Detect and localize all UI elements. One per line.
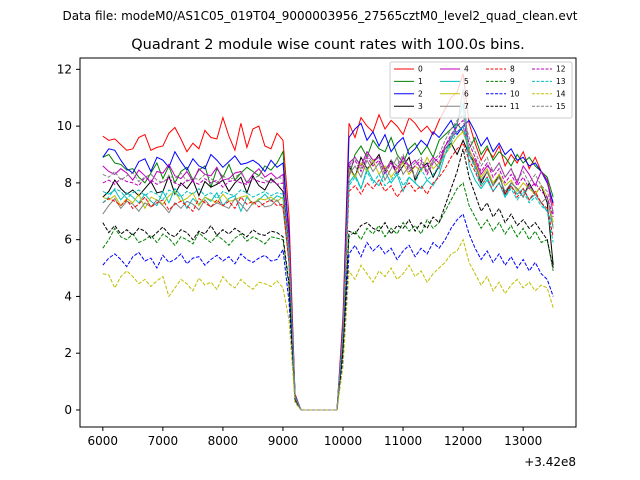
legend-label-7: 7 [464, 102, 469, 111]
x-tick-label: 6000 [88, 434, 119, 448]
y-tick-label: 4 [64, 289, 72, 303]
legend-frame [389, 61, 573, 119]
x-tick-label: 13000 [504, 434, 542, 448]
x-offset-label: +3.42e8 [524, 455, 576, 469]
x-tick-label: 10000 [324, 434, 362, 448]
legend-label-0: 0 [418, 65, 423, 74]
legend-label-4: 4 [464, 65, 469, 74]
y-tick-label: 8 [64, 176, 72, 190]
legend-label-10: 10 [510, 90, 520, 99]
legend-label-11: 11 [510, 102, 520, 111]
x-tick-label: 8000 [208, 434, 239, 448]
chart-title: Quadrant 2 module wise count rates with … [131, 37, 525, 53]
figure-suptitle: Data file: modeM0/AS1C05_019T04_90000039… [62, 9, 577, 23]
y-tick-label: 2 [64, 346, 72, 360]
legend-label-15: 15 [556, 102, 566, 111]
legend-label-3: 3 [418, 102, 423, 111]
series-line-9 [102, 181, 554, 411]
plot-area [80, 58, 576, 427]
axis-ticks: 6000 7000 8000 9000 10000 11000 12000 13000 0 2 4 6… [57, 62, 543, 448]
legend-label-8: 8 [510, 65, 515, 74]
legend-label-14: 14 [556, 90, 566, 99]
x-tick-label: 9000 [268, 434, 299, 448]
legend-label-12: 12 [556, 65, 566, 74]
legend-label-1: 1 [418, 77, 423, 86]
legend-label-2: 2 [418, 90, 423, 99]
legend-label-13: 13 [556, 77, 566, 86]
series-layer [102, 73, 554, 411]
y-tick-label: 12 [57, 62, 72, 76]
x-tick-label: 11000 [384, 434, 422, 448]
legend-label-6: 6 [464, 90, 469, 99]
y-tick-label: 6 [64, 233, 72, 247]
series-line-13 [102, 125, 554, 411]
legend-label-5: 5 [464, 77, 469, 86]
axes-frame [79, 57, 577, 428]
x-tick-label: 7000 [148, 434, 179, 448]
x-tick-label: 12000 [444, 434, 482, 448]
series-line-12 [102, 119, 554, 411]
y-tick-label: 10 [57, 119, 72, 133]
legend-label-9: 9 [510, 77, 515, 86]
y-tick-label: 0 [64, 403, 72, 417]
series-line-15 [102, 113, 554, 411]
